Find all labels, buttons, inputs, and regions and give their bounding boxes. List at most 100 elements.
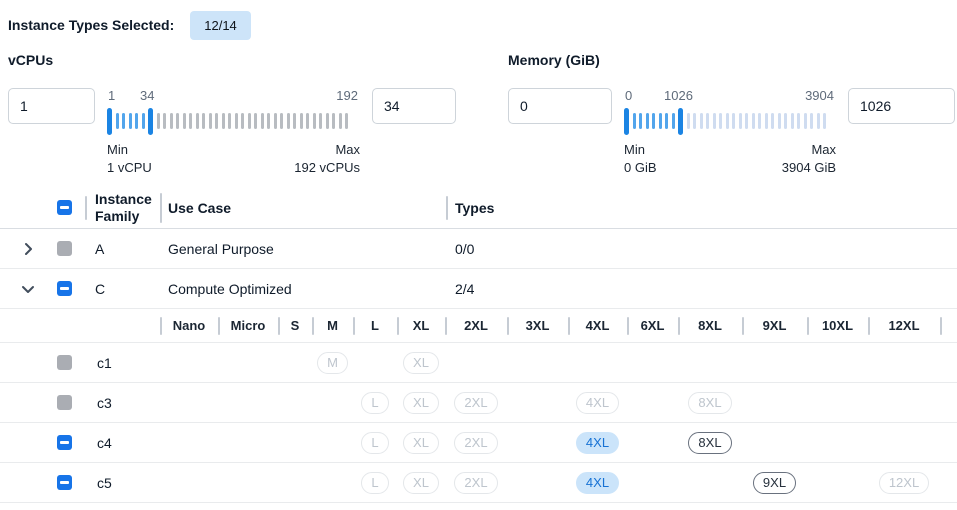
slider-tick [234,113,238,129]
column-divider [397,316,399,335]
slider-tick [823,113,826,129]
size-cell [807,423,868,462]
size-badge[interactable]: XL [403,431,439,454]
slider-handle-max[interactable] [678,107,683,135]
slider-tick [332,113,335,129]
scale-high-label: 3904 [805,88,834,103]
instance-type-row: c3 L XL 2XL 4XL 8XL [0,383,957,423]
size-badge[interactable]: 9XL [752,471,797,494]
slider-tick [163,113,166,129]
size-column-header: M [327,318,338,333]
memory-max-input[interactable] [848,88,955,124]
size-cell: 2XL [445,383,507,422]
scale-high-label: 192 [336,88,358,103]
slider-tick [280,113,283,129]
size-badge[interactable]: 2XL [454,431,498,454]
memory-scale-labels: 0 1026 3904 [624,88,836,105]
vcpus-min-input[interactable] [8,88,95,124]
row-checkbox[interactable] [57,475,72,490]
family-row: A General Purpose 0/0 [0,229,957,269]
size-badge[interactable]: M [317,351,348,374]
size-cell: 8XL [678,383,742,422]
slider-tick [784,113,787,129]
size-badge[interactable]: 12XL [878,471,930,494]
select-all-checkbox[interactable] [57,200,72,215]
slider-handle-min[interactable] [107,107,112,135]
column-header-types: Types [455,199,495,216]
size-badge[interactable]: L [361,431,389,454]
size-badge[interactable]: L [361,471,389,494]
size-cell: XL [397,383,445,422]
column-divider [218,316,220,335]
size-cell: 4XL [568,383,627,422]
size-cell [507,463,568,502]
table-header-row: Instance Family Use Case Types [0,187,957,229]
slider-track[interactable] [624,106,836,136]
size-column: Micro [218,309,278,342]
size-cell [568,343,627,382]
size-cell [868,423,940,462]
column-divider [160,193,162,223]
slider-tick [745,113,748,129]
size-column-header: 10XL [821,318,854,333]
size-cell [807,463,868,502]
instance-type-name: c5 [97,474,112,491]
slider-tick [293,113,296,129]
size-badge[interactable]: XL [403,471,439,494]
size-cell [507,423,568,462]
slider-track[interactable] [107,106,360,136]
row-checkbox[interactable] [57,395,72,410]
column-divider [278,316,280,335]
vcpus-title: vCPUs [8,52,54,68]
size-cell [218,423,278,462]
memory-min-input[interactable] [508,88,612,124]
size-cell [742,343,807,382]
size-cell [312,383,353,422]
slider-tick [764,113,768,129]
slider-tick [338,113,342,129]
slider-handle-min[interactable] [624,107,629,135]
size-cell: 12XL [868,463,940,502]
size-badge[interactable]: L [361,391,389,414]
slider-tick [254,113,257,129]
size-badge[interactable]: 8XL [688,391,732,414]
size-column-header: S [290,318,300,333]
size-cell: M [312,343,353,382]
slider-tick [790,113,794,129]
size-badge[interactable]: 2XL [454,471,498,494]
size-badge[interactable]: XL [403,391,439,414]
size-cell [742,423,807,462]
size-cell [627,383,678,422]
size-badge[interactable]: XL [403,351,439,374]
min-value: 0 GiB [624,160,657,175]
row-checkbox[interactable] [57,281,72,296]
slider-tick [632,113,636,129]
slider-tick [699,113,703,129]
slider-tick [719,113,722,129]
slider-tick [247,113,251,129]
size-cell [742,383,807,422]
slider-tick [122,113,125,129]
column-divider [507,316,509,335]
size-badge[interactable]: 2XL [454,391,498,414]
column-divider [312,316,314,335]
min-label: Min [107,142,128,157]
collapse-chevron-icon[interactable] [20,281,36,297]
row-checkbox[interactable] [57,241,72,256]
size-cell [160,423,218,462]
row-checkbox[interactable] [57,355,72,370]
slider-tick [260,113,264,129]
vcpus-max-input[interactable] [372,88,456,124]
column-divider [568,316,570,335]
expand-chevron-icon[interactable] [20,241,36,257]
size-badge[interactable]: 4XL [575,391,620,414]
slider-tick [738,113,742,129]
size-cell [160,343,218,382]
size-badge[interactable]: 8XL [688,431,732,454]
slider-handle-max[interactable] [148,107,153,135]
size-badge[interactable]: 4XL [575,431,620,454]
size-column: 4XL [568,309,627,342]
column-header-use-case: Use Case [168,199,232,216]
row-checkbox[interactable] [57,435,72,450]
size-badge[interactable]: 4XL [575,471,620,494]
